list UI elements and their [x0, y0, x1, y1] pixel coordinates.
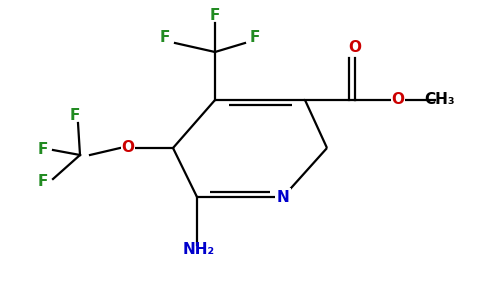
Text: O: O — [121, 140, 135, 155]
Text: CH₃: CH₃ — [424, 92, 455, 107]
Text: F: F — [70, 107, 80, 122]
Text: F: F — [160, 31, 170, 46]
Text: N: N — [277, 190, 289, 205]
Text: O: O — [348, 40, 362, 55]
Text: F: F — [38, 175, 48, 190]
Text: NH₂: NH₂ — [183, 242, 215, 257]
Text: F: F — [250, 31, 260, 46]
Text: O: O — [392, 92, 405, 107]
Text: F: F — [38, 142, 48, 158]
Text: F: F — [210, 8, 220, 22]
